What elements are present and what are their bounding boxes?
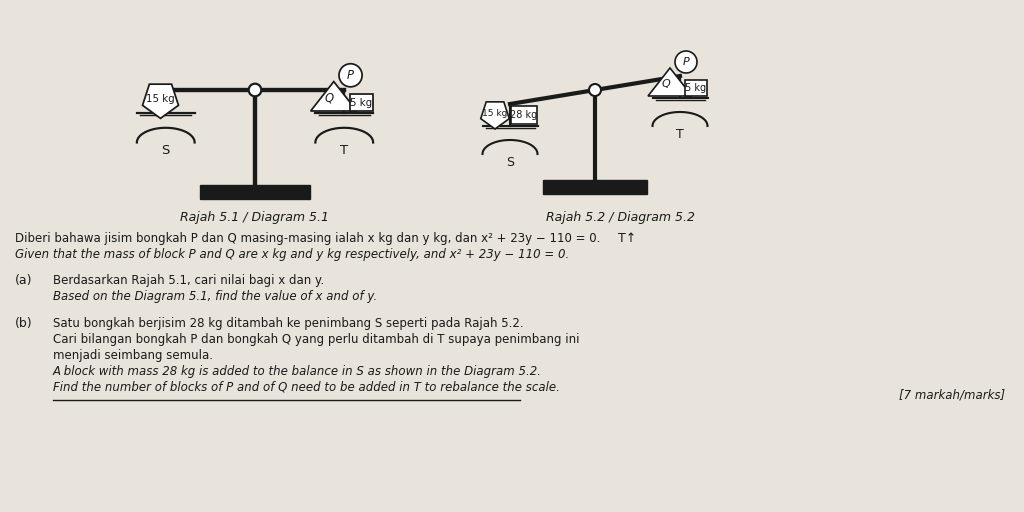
Text: Based on the Diagram 5.1, find the value of x and of y.: Based on the Diagram 5.1, find the value… xyxy=(53,290,377,303)
Text: T: T xyxy=(676,127,684,140)
Circle shape xyxy=(339,64,362,87)
Text: Given that the mass of block P and Q are x kg and y kg respectively, and x² + 23: Given that the mass of block P and Q are… xyxy=(15,248,569,261)
Text: Q: Q xyxy=(325,92,334,105)
Text: Diberi bahawa jisim bongkah P dan Q masing-masing ialah x kg dan y kg, dan x² + : Diberi bahawa jisim bongkah P dan Q masi… xyxy=(15,232,600,245)
Circle shape xyxy=(589,84,601,96)
Text: Find the number of blocks of P and of Q need to be added in T to rebalance the s: Find the number of blocks of P and of Q … xyxy=(53,381,560,394)
Text: T: T xyxy=(340,144,348,157)
Text: Rajah 5.1 / Diagram 5.1: Rajah 5.1 / Diagram 5.1 xyxy=(180,211,330,224)
Bar xyxy=(349,94,373,111)
Bar xyxy=(543,180,647,194)
Text: 28 kg: 28 kg xyxy=(510,110,538,120)
Text: A block with mass 28 kg is added to the balance in S as shown in the Diagram 5.2: A block with mass 28 kg is added to the … xyxy=(53,365,542,378)
Text: (a): (a) xyxy=(15,273,33,287)
Text: menjadi seimbang semula.: menjadi seimbang semula. xyxy=(53,349,213,362)
Circle shape xyxy=(675,51,697,73)
Text: Q: Q xyxy=(662,79,671,89)
Text: Rajah 5.2 / Diagram 5.2: Rajah 5.2 / Diagram 5.2 xyxy=(546,211,694,224)
Text: 5 kg: 5 kg xyxy=(685,83,707,93)
Text: 15 kg: 15 kg xyxy=(146,94,175,104)
Polygon shape xyxy=(648,68,692,96)
Bar xyxy=(201,184,309,199)
Text: P: P xyxy=(347,69,354,82)
Text: P: P xyxy=(683,57,689,67)
Text: S: S xyxy=(506,156,514,168)
Circle shape xyxy=(249,83,261,96)
Text: S: S xyxy=(162,144,170,157)
Text: 5 kg: 5 kg xyxy=(350,98,372,108)
Bar xyxy=(685,80,707,96)
Text: Satu bongkah berjisim 28 kg ditambah ke penimbang S seperti pada Rajah 5.2.: Satu bongkah berjisim 28 kg ditambah ke … xyxy=(53,317,523,330)
Text: T↑: T↑ xyxy=(617,231,636,245)
Bar xyxy=(511,106,537,124)
Text: [7 markah/marks]: [7 markah/marks] xyxy=(899,389,1005,402)
Polygon shape xyxy=(142,84,178,118)
Polygon shape xyxy=(310,81,356,111)
Text: 15 kg: 15 kg xyxy=(482,110,508,118)
Text: Berdasarkan Rajah 5.1, cari nilai bagi x dan y.: Berdasarkan Rajah 5.1, cari nilai bagi x… xyxy=(53,273,325,287)
Text: Cari bilangan bongkah P dan bongkah Q yang perlu ditambah di T supaya penimbang : Cari bilangan bongkah P dan bongkah Q ya… xyxy=(53,333,580,346)
Polygon shape xyxy=(480,102,509,129)
Text: (b): (b) xyxy=(15,317,33,330)
